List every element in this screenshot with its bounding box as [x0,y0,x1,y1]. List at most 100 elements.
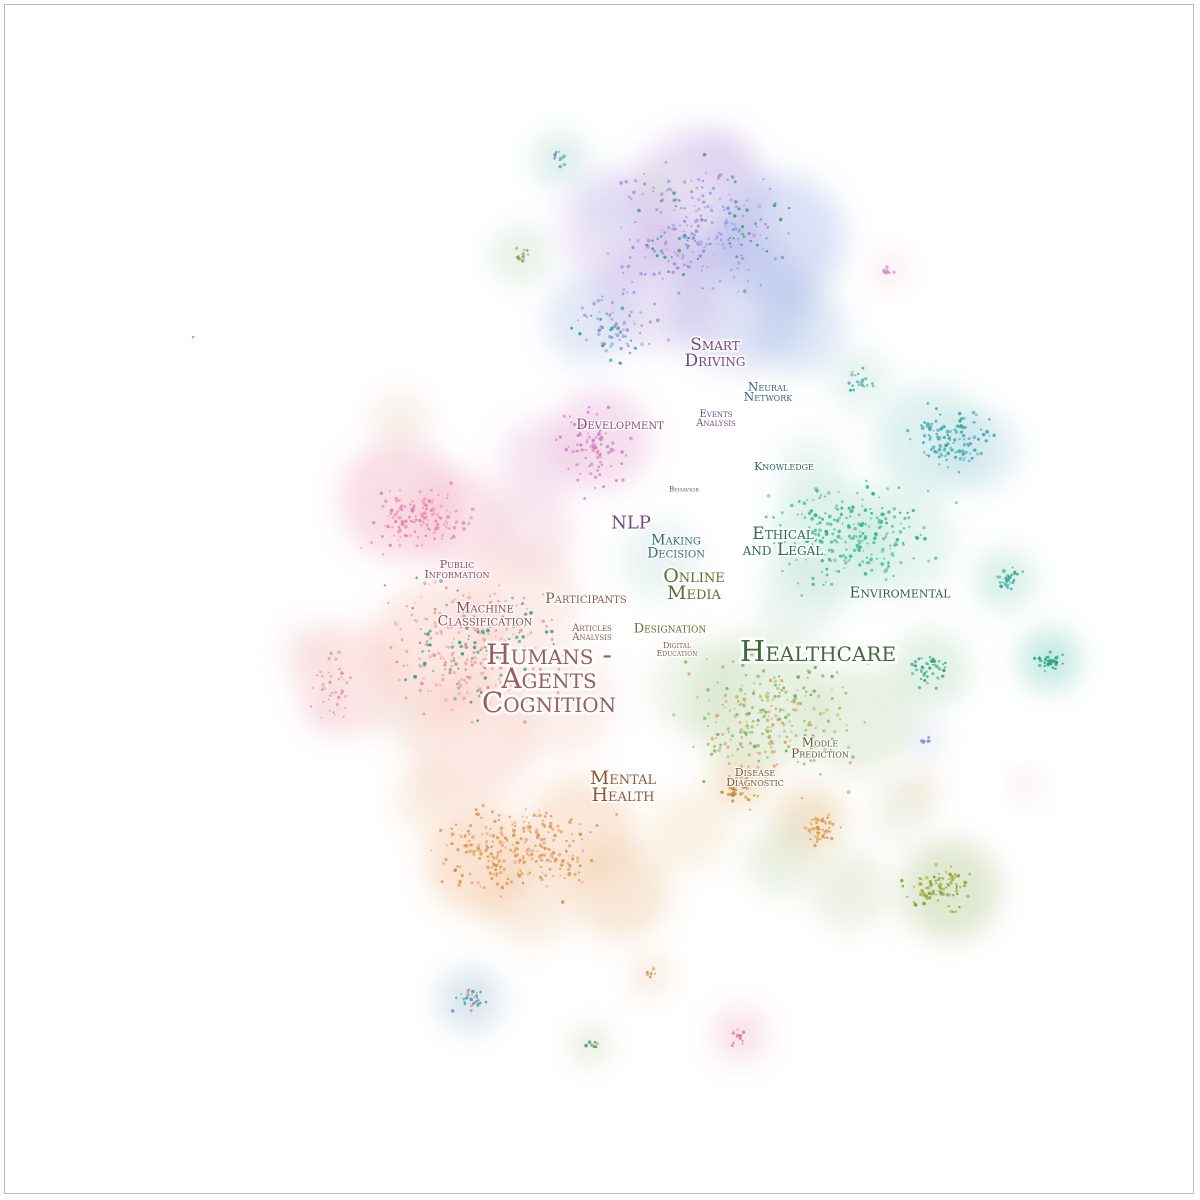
document-point [741,214,745,218]
document-point [706,688,710,692]
document-point [458,865,462,869]
document-point [960,449,965,453]
document-point [784,715,788,719]
document-point [524,837,529,842]
document-point [409,503,412,507]
document-point [706,204,710,208]
document-point [690,190,693,194]
document-point [485,839,489,844]
document-point [596,455,600,460]
document-point [499,657,503,661]
document-point [1043,670,1047,673]
document-point [838,554,843,558]
document-point [881,547,885,551]
document-point [621,334,626,338]
document-point [502,859,506,863]
document-point [721,703,724,707]
document-point [867,560,871,565]
document-point [725,220,729,225]
document-point [782,686,786,690]
document-point [911,508,915,513]
document-point [457,679,461,683]
document-point [486,846,490,849]
document-point [716,176,720,181]
document-point [780,679,784,683]
document-point [906,511,909,515]
document-point [405,605,409,608]
document-point [758,751,761,755]
document-point [774,657,778,661]
document-point [929,883,933,887]
document-point [948,436,952,439]
document-point [420,681,424,686]
document-point [878,496,880,499]
document-point [422,661,427,666]
document-point [433,531,436,534]
document-point [320,716,323,719]
document-point [490,855,493,858]
document-point [529,611,533,615]
document-point [384,524,387,527]
document-point [606,405,611,410]
document-point [720,665,725,669]
document-point [852,523,855,526]
document-point [396,510,400,513]
document-point [718,746,722,750]
document-point [699,240,704,244]
document-point [949,909,953,913]
document-point [470,663,474,667]
document-point [499,865,503,869]
document-point [487,701,491,706]
document-point [726,206,730,211]
topic-label-knowledge: Knowledge [754,460,814,473]
document-point [610,447,613,451]
document-point [673,250,676,253]
document-point [830,688,833,691]
document-point [630,280,634,284]
document-point [792,701,795,704]
document-point [544,873,548,878]
document-point [330,691,334,695]
document-point [731,754,734,757]
document-point [438,652,441,656]
density-cloud [905,720,945,760]
topic-label-line: Health [591,784,654,806]
document-point [539,858,544,862]
document-point [410,508,415,513]
document-point [521,252,526,256]
document-point [764,728,768,731]
document-point [837,529,841,534]
document-point [700,269,703,272]
document-point [861,498,864,501]
document-point [549,852,552,855]
document-point [703,246,706,249]
document-point [454,662,458,666]
document-point [790,730,793,733]
document-point [979,451,983,456]
document-point [557,150,561,154]
document-point [475,994,478,997]
document-point [479,885,482,888]
document-point [528,853,531,857]
document-point [864,479,868,483]
document-point [851,536,855,540]
topic-label-line: Modle [802,736,839,750]
document-point [340,671,344,675]
document-point [906,429,910,433]
document-point [642,182,647,186]
document-point [944,454,947,458]
document-point [402,664,405,668]
document-point [739,775,743,780]
document-point [704,171,708,174]
document-point [609,345,612,349]
document-point [845,729,849,732]
document-point [521,881,525,885]
document-point [591,438,596,443]
document-point [517,650,519,653]
document-point [895,537,900,542]
document-point [925,424,929,428]
document-point [579,472,582,475]
document-point [523,667,527,672]
document-point [815,821,819,825]
document-point [567,844,572,848]
